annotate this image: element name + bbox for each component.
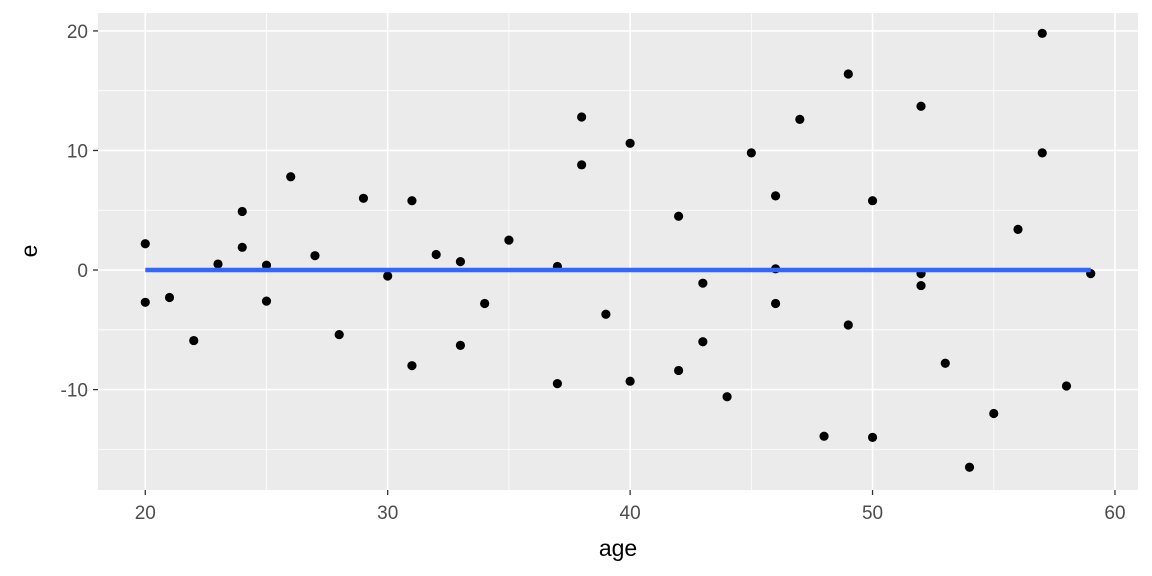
data-point [237, 206, 247, 217]
data-point [189, 335, 199, 346]
data-point [746, 148, 756, 158]
data-point [698, 337, 708, 347]
data-point [698, 278, 708, 288]
data-point [261, 260, 272, 270]
data-point [504, 235, 514, 245]
x-tick-label: 60 [1104, 503, 1125, 524]
data-point [916, 101, 926, 111]
data-point [722, 392, 732, 402]
data-point [1061, 381, 1072, 391]
data-point [1037, 28, 1047, 38]
y-tick-label: 20 [67, 22, 88, 43]
data-points [140, 28, 1096, 472]
data-point [407, 196, 417, 206]
data-point [843, 320, 853, 330]
data-point [674, 365, 684, 376]
data-point [601, 309, 611, 319]
minor-grid [98, 13, 1138, 490]
x-axis-title: age [599, 535, 637, 561]
x-axis: 20 30 40 50 60 [135, 490, 1126, 524]
data-point [989, 408, 999, 419]
data-point [795, 114, 805, 124]
data-point [140, 239, 150, 249]
data-point [625, 376, 635, 386]
x-tick-label: 40 [620, 503, 641, 524]
data-point [455, 340, 466, 350]
data-point [940, 358, 950, 368]
x-tick-label: 20 [135, 503, 156, 524]
data-point [867, 196, 878, 206]
data-point [286, 172, 296, 182]
data-point [310, 251, 320, 261]
data-point [407, 361, 417, 371]
data-point [431, 249, 441, 260]
data-point [1037, 148, 1047, 158]
data-point [334, 329, 344, 340]
y-tick-label: 0 [77, 261, 88, 282]
y-tick-label: 10 [67, 141, 88, 162]
data-point [552, 379, 562, 389]
data-point [577, 112, 587, 122]
data-point [213, 259, 223, 269]
data-point [867, 432, 878, 442]
data-point [674, 211, 684, 221]
data-point [480, 298, 490, 309]
data-point [237, 242, 247, 252]
y-axis-title: e [16, 245, 42, 258]
data-point [770, 298, 781, 309]
data-point [358, 193, 369, 203]
data-point [577, 160, 587, 170]
data-point [916, 280, 926, 291]
data-point [1013, 224, 1023, 234]
data-point [261, 296, 272, 306]
data-point [964, 462, 975, 472]
data-point [770, 191, 781, 201]
y-tick-label: -10 [61, 381, 88, 402]
data-point [625, 138, 635, 148]
data-point [455, 257, 466, 267]
data-point [383, 271, 393, 281]
data-point [164, 292, 175, 303]
x-tick-label: 30 [377, 503, 398, 524]
y-axis: -10 0 10 20 [61, 22, 98, 402]
data-point [843, 69, 853, 79]
x-tick-label: 50 [862, 503, 883, 524]
data-point [140, 297, 150, 307]
plot-panel [98, 13, 1138, 490]
data-point [819, 431, 829, 441]
